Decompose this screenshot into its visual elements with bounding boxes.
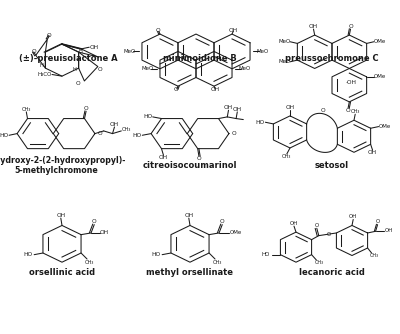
Text: O: O <box>315 223 319 228</box>
Text: ·OH: ·OH <box>346 80 357 85</box>
Text: setosol: setosol <box>315 161 349 170</box>
Text: OH: OH <box>290 221 298 226</box>
Text: MeO: MeO <box>278 39 290 44</box>
Text: (±)-preuisolactone A: (±)-preuisolactone A <box>19 54 117 63</box>
Text: H: H <box>73 67 76 72</box>
Text: OH: OH <box>184 213 193 217</box>
Text: O: O <box>76 81 81 86</box>
Text: OH: OH <box>233 107 242 112</box>
Text: OH: OH <box>309 24 318 29</box>
Text: O: O <box>348 24 353 29</box>
Text: OH: OH <box>90 45 99 50</box>
Text: O: O <box>173 87 178 92</box>
Text: OH: OH <box>110 122 119 127</box>
Text: O: O <box>376 219 380 224</box>
Text: MeO: MeO <box>123 49 135 54</box>
Text: O: O <box>32 49 36 54</box>
Text: O: O <box>232 131 236 136</box>
Text: MeO: MeO <box>278 59 290 64</box>
Text: OH: OH <box>211 87 220 92</box>
Text: OMe: OMe <box>230 230 242 235</box>
Text: OMe: OMe <box>378 124 391 129</box>
Text: H: H <box>40 63 43 68</box>
Text: lecanoric acid: lecanoric acid <box>299 268 365 277</box>
Text: O: O <box>346 108 350 113</box>
Text: CH₃: CH₃ <box>315 260 324 265</box>
Text: OH: OH <box>99 230 108 235</box>
Text: CH₃: CH₃ <box>282 155 292 159</box>
Text: OH: OH <box>368 151 377 155</box>
Text: HO: HO <box>256 120 265 125</box>
Text: orsellinic acid: orsellinic acid <box>29 268 95 277</box>
Text: O: O <box>84 106 88 111</box>
Text: H: H <box>79 49 82 53</box>
Text: CH₃: CH₃ <box>370 253 379 258</box>
Text: citreoisocoumarinol: citreoisocoumarinol <box>143 161 237 170</box>
Text: O: O <box>155 28 160 33</box>
Text: methyl orsellinate: methyl orsellinate <box>146 268 234 277</box>
Text: minimoidione B: minimoidione B <box>163 54 237 63</box>
Text: OH: OH <box>224 105 233 110</box>
Text: HO: HO <box>143 114 152 119</box>
Text: OH: OH <box>286 105 294 110</box>
Text: H₃CO: H₃CO <box>38 72 52 77</box>
Text: O: O <box>92 219 96 224</box>
Text: 7-hydroxy-2-(2-hydroxypropyl)-
5-methylchromone: 7-hydroxy-2-(2-hydroxypropyl)- 5-methylc… <box>0 156 126 175</box>
Text: O: O <box>47 33 52 38</box>
Text: CH₃: CH₃ <box>85 260 94 265</box>
Text: O: O <box>97 131 102 136</box>
Text: CH₃: CH₃ <box>122 128 131 132</box>
Text: OH: OH <box>349 214 357 219</box>
Text: OMe: OMe <box>374 39 386 44</box>
Text: HO: HO <box>151 252 160 257</box>
Text: O: O <box>320 108 325 113</box>
Text: HO: HO <box>0 133 8 138</box>
Text: O: O <box>98 67 102 72</box>
Text: MeO: MeO <box>257 49 269 54</box>
Text: MeO: MeO <box>239 66 251 71</box>
Text: CH₃: CH₃ <box>350 110 360 114</box>
Text: OH: OH <box>229 28 238 33</box>
Text: O: O <box>196 156 201 161</box>
Text: CH₃: CH₃ <box>22 107 31 112</box>
Text: HO: HO <box>262 252 270 257</box>
Text: HO: HO <box>23 252 32 257</box>
Text: O: O <box>220 219 224 224</box>
Text: HO: HO <box>132 133 142 138</box>
Text: OH: OH <box>385 228 393 233</box>
Text: OH: OH <box>56 213 65 217</box>
Text: MeO: MeO <box>141 66 153 71</box>
Text: OMe: OMe <box>374 74 386 79</box>
Text: CH₃: CH₃ <box>213 260 222 265</box>
Text: O: O <box>327 232 331 237</box>
Text: preussochromone C: preussochromone C <box>285 54 379 63</box>
Text: OH: OH <box>159 156 168 161</box>
